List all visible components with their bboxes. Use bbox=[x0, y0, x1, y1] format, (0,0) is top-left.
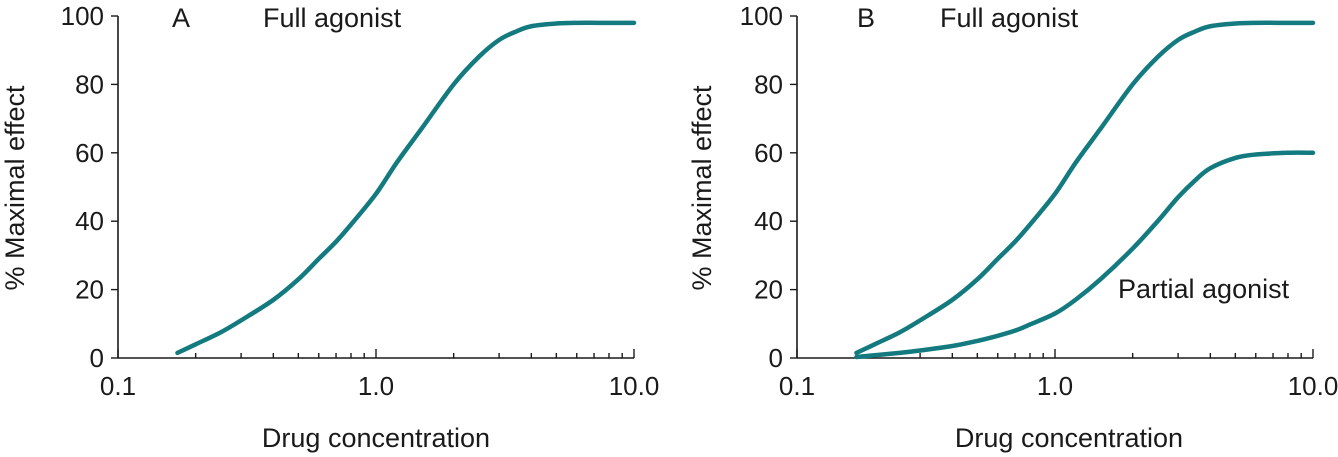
panel-a-curves bbox=[175, 20, 637, 356]
panel-b-y-tick-label: 20 bbox=[754, 275, 783, 305]
panel-a-y-axis-title: % Maximal effect bbox=[0, 85, 30, 291]
panel-a-x-tick-label: 0.1 bbox=[100, 371, 136, 401]
panel-b-full-agonist-curve bbox=[854, 20, 1316, 356]
panel-a-y-tick-label: 40 bbox=[75, 206, 104, 236]
panel-b-letter: B bbox=[857, 3, 875, 33]
panel-b-curves bbox=[854, 20, 1316, 360]
panel-b-full-agonist-label: Full agonist bbox=[940, 3, 1079, 33]
panel-b-y-tick-label: 40 bbox=[754, 206, 783, 236]
panel-b-x-tick-label: 1.0 bbox=[1037, 371, 1073, 401]
panel-a-full-agonist-curve bbox=[175, 20, 637, 356]
panel-b-y-axis-title: % Maximal effect bbox=[687, 85, 717, 291]
panel-a-full-agonist-label: Full agonist bbox=[263, 3, 402, 33]
panel-a-x-axis-title: Drug concentration bbox=[262, 423, 490, 453]
panel-a-x-tick-label: 10.0 bbox=[609, 371, 660, 401]
panel-b-x-tick-label: 10.0 bbox=[1288, 371, 1338, 401]
panel-a-y-tick-label: 100 bbox=[61, 1, 104, 31]
panel-a-y-tick-label: 80 bbox=[75, 69, 104, 99]
panel-b-partial-agonist-label: Partial agonist bbox=[1118, 274, 1290, 304]
panel-a-y-tick-label: 60 bbox=[75, 138, 104, 168]
panel-b-x-axis-title: Drug concentration bbox=[955, 423, 1183, 453]
panel-b-y-tick-label: 80 bbox=[754, 69, 783, 99]
panel-a-x-tick-label: 1.0 bbox=[358, 371, 394, 401]
panel-b-y-tick-label: 100 bbox=[740, 1, 783, 31]
panel-a-ticks: 0 20 40 60 80 100 0.1 1.0 10.0 bbox=[61, 1, 660, 401]
panel-b-partial-agonist-curve bbox=[854, 150, 1316, 360]
panel-b-y-tick-label: 60 bbox=[754, 138, 783, 168]
panel-b-x-tick-label: 0.1 bbox=[779, 371, 815, 401]
panel-b-y-tick-label: 0 bbox=[769, 343, 783, 373]
panel-b-ticks: 0 20 40 60 80 100 0.1 1.0 10.0 bbox=[740, 1, 1338, 401]
panel-a-y-tick-label: 20 bbox=[75, 275, 104, 305]
panel-a-y-tick-label: 0 bbox=[90, 343, 104, 373]
panel-a-letter: A bbox=[172, 3, 190, 33]
